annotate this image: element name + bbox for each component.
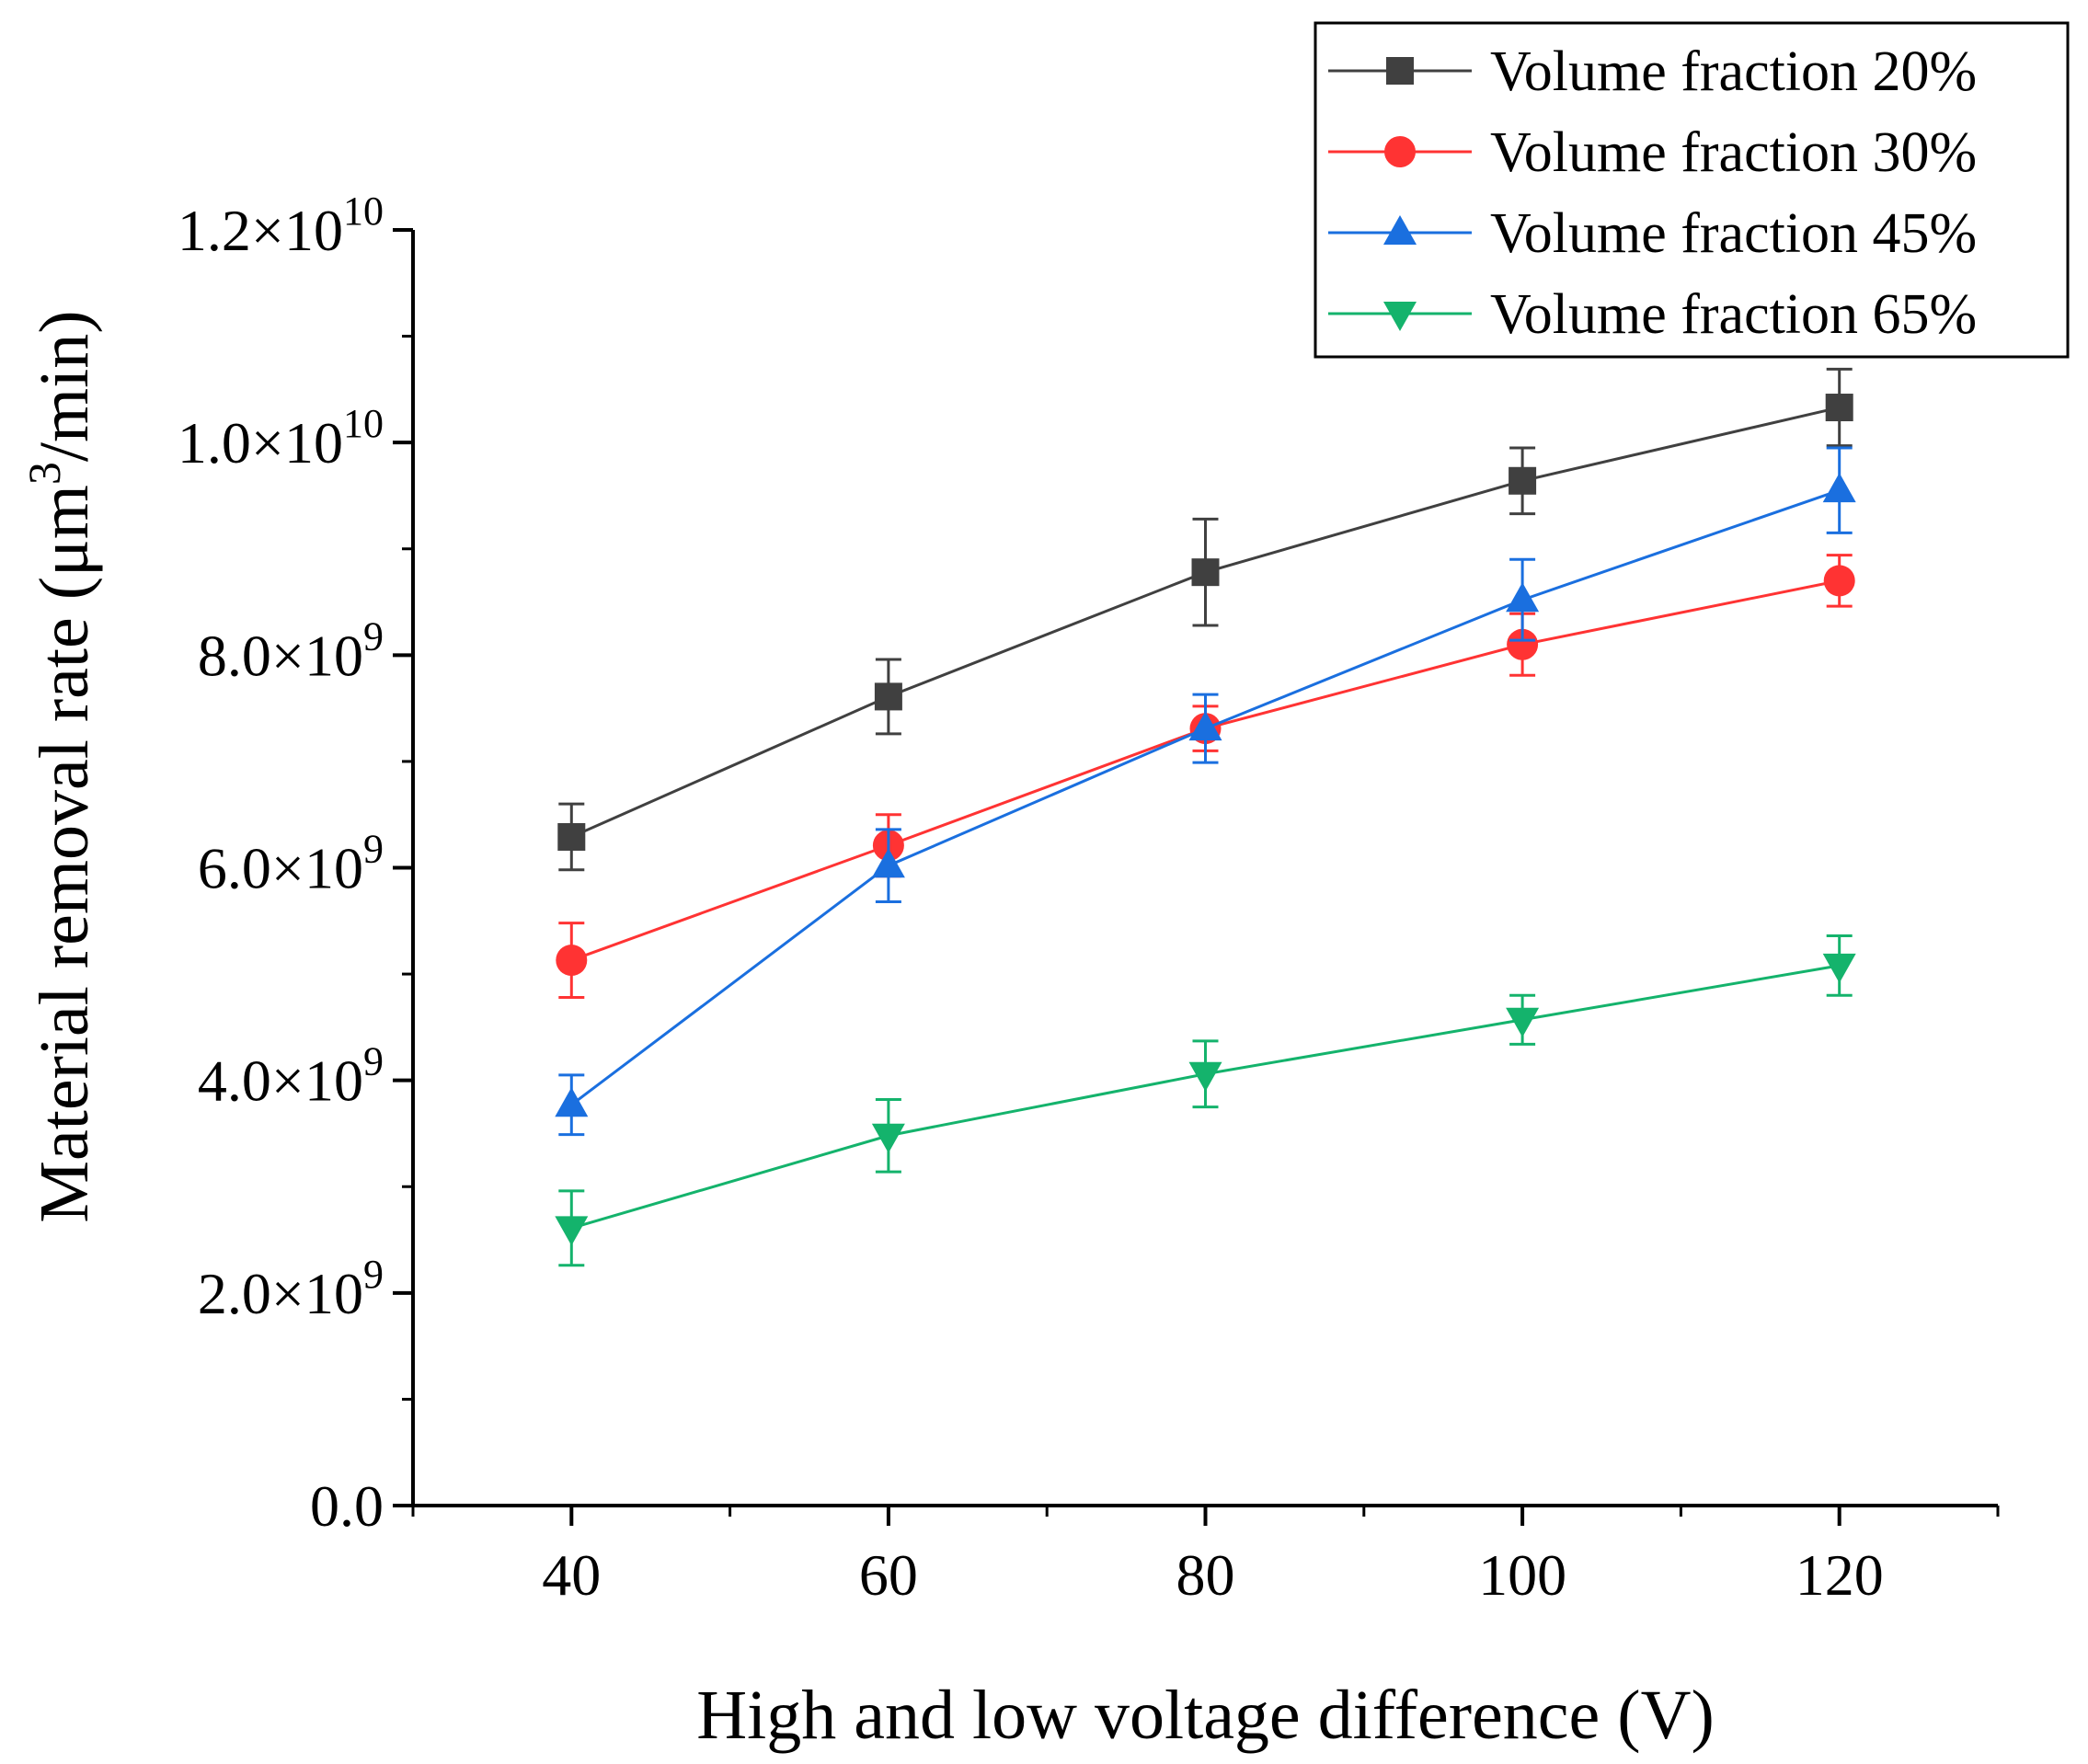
- data-point: [555, 1216, 589, 1246]
- data-point: [1506, 1007, 1540, 1037]
- y-tick-label: 2.0×109: [198, 1252, 384, 1326]
- data-point: [557, 822, 586, 851]
- y-tick-label: 6.0×109: [198, 827, 384, 901]
- legend-marker: [1386, 57, 1414, 85]
- data-point: [1822, 473, 1856, 503]
- legend-item: Volume fraction 20%: [1328, 40, 1977, 103]
- x-axis-title: High and low voltage difference (V): [696, 1677, 1715, 1754]
- legend-label: Volume fraction 20%: [1490, 40, 1977, 103]
- legend-marker: [1384, 136, 1416, 167]
- legend: Volume fraction 20% Volume fraction 30% Vo…: [1314, 21, 2070, 359]
- legend-marker: [1383, 302, 1417, 331]
- legend-label: Volume fraction 45%: [1490, 202, 1977, 265]
- legend-marker: [1383, 215, 1417, 245]
- series-3: [555, 446, 1856, 1137]
- legend-item: Volume fraction 65%: [1328, 283, 1977, 346]
- series-layer: [555, 367, 1856, 1267]
- data-point: [871, 1123, 905, 1153]
- data-point: [555, 1087, 589, 1117]
- series-1: [557, 367, 1853, 872]
- data-point: [1506, 582, 1540, 613]
- x-tick-label: 60: [859, 1542, 918, 1608]
- y-tick-label: 0.0: [310, 1473, 384, 1539]
- data-point: [556, 945, 588, 977]
- series-2: [556, 554, 1855, 1000]
- x-tick-label: 40: [542, 1542, 601, 1608]
- legend-label: Volume fraction 30%: [1490, 121, 1977, 184]
- y-tick-label: 8.0×109: [198, 613, 384, 688]
- y-axis-title: Material removal rate (μm3/min): [18, 310, 103, 1222]
- data-point: [1507, 628, 1539, 660]
- data-point: [1191, 558, 1220, 587]
- legend-item: Volume fraction 45%: [1328, 202, 1977, 265]
- series-4: [555, 934, 1856, 1267]
- data-point: [1188, 1061, 1222, 1092]
- legend-label: Volume fraction 65%: [1490, 283, 1977, 346]
- data-point: [874, 682, 902, 711]
- data-point: [1823, 565, 1855, 597]
- x-tick-label: 80: [1176, 1542, 1235, 1608]
- y-tick-label: 1.0×1010: [178, 401, 384, 475]
- x-tick-label: 120: [1795, 1542, 1884, 1608]
- x-tick-label: 100: [1478, 1542, 1566, 1608]
- y-tick-label: 1.2×1010: [178, 189, 384, 263]
- legend-item: Volume fraction 30%: [1328, 121, 1977, 184]
- data-point: [1188, 711, 1222, 741]
- data-point: [1825, 394, 1853, 422]
- data-point: [1822, 953, 1856, 983]
- data-point: [871, 848, 905, 878]
- legend-box: [1314, 21, 2070, 359]
- data-point: [1509, 466, 1537, 495]
- axes: 0.0 2.0×109 4.0×109 6.0×109 8.0×109 1.0×1010 1…: [178, 189, 2000, 1608]
- series-line: [570, 578, 1840, 962]
- y-tick-label: 4.0×109: [198, 1039, 384, 1114]
